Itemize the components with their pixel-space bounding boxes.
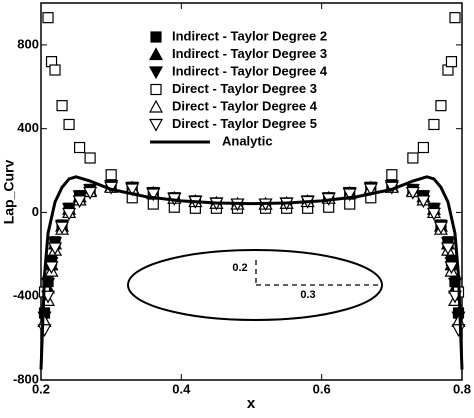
analytic-line (39, 175, 464, 370)
y-tick-label: 800 (17, 36, 39, 51)
legend-swatch (148, 66, 164, 80)
y-tick-label: 400 (17, 120, 39, 135)
marker (363, 183, 378, 197)
marker (105, 169, 117, 181)
inset-label: 0.2 (232, 262, 247, 274)
marker (449, 12, 461, 24)
marker (445, 56, 458, 68)
marker (63, 118, 75, 131)
x-tick-label: 0.6 (313, 381, 331, 396)
plot-frame (40, 2, 463, 381)
inset-label: 0.3 (300, 289, 315, 301)
legend-label: Indirect - Taylor Degree 2 (172, 28, 327, 43)
marker (73, 141, 86, 154)
y-tick-label: 0 (32, 204, 39, 219)
legend-label: Direct - Taylor Degree 5 (172, 116, 317, 131)
marker (49, 64, 61, 76)
marker (428, 118, 440, 131)
marker (72, 195, 87, 209)
legend-swatch (148, 47, 164, 61)
marker (56, 100, 68, 112)
y-tick-label: -400 (13, 288, 39, 303)
legend-label: Direct - Taylor Degree 3 (172, 81, 317, 96)
marker (386, 169, 398, 181)
marker (440, 242, 455, 256)
legend-swatch (150, 83, 162, 96)
x-tick-label: 0.4 (172, 381, 191, 396)
legend-label: Indirect - Taylor Degree 4 (172, 63, 328, 78)
x-axis-label: x (247, 395, 256, 412)
x-tick-label: 0.8 (453, 381, 471, 396)
marker (48, 242, 63, 256)
marker (42, 12, 54, 24)
y-axis-label: Lap_Curv (1, 160, 17, 225)
marker (83, 186, 98, 200)
legend-swatch (148, 118, 164, 132)
marker (44, 261, 59, 275)
marker (62, 207, 77, 221)
x-tick-label: 0.2 (32, 381, 50, 396)
marker (433, 221, 448, 235)
legend-label: Analytic (222, 133, 273, 148)
inset-ellipse (127, 249, 383, 321)
y-tick-label: -800 (13, 371, 39, 386)
legend-label: Indirect - Taylor Degree 3 (172, 46, 327, 61)
marker (342, 188, 357, 202)
legend-label: Direct - Taylor Degree 4 (172, 98, 318, 113)
marker (146, 188, 161, 202)
marker (444, 261, 459, 275)
marker (417, 141, 430, 154)
legend-swatch (148, 99, 164, 113)
marker (125, 183, 140, 197)
marker (84, 152, 96, 164)
marker (426, 207, 441, 221)
marker (405, 186, 420, 200)
marker (435, 100, 447, 112)
marker (55, 221, 70, 235)
marker (416, 195, 431, 209)
marker (407, 152, 419, 164)
legend-swatch (150, 31, 162, 43)
